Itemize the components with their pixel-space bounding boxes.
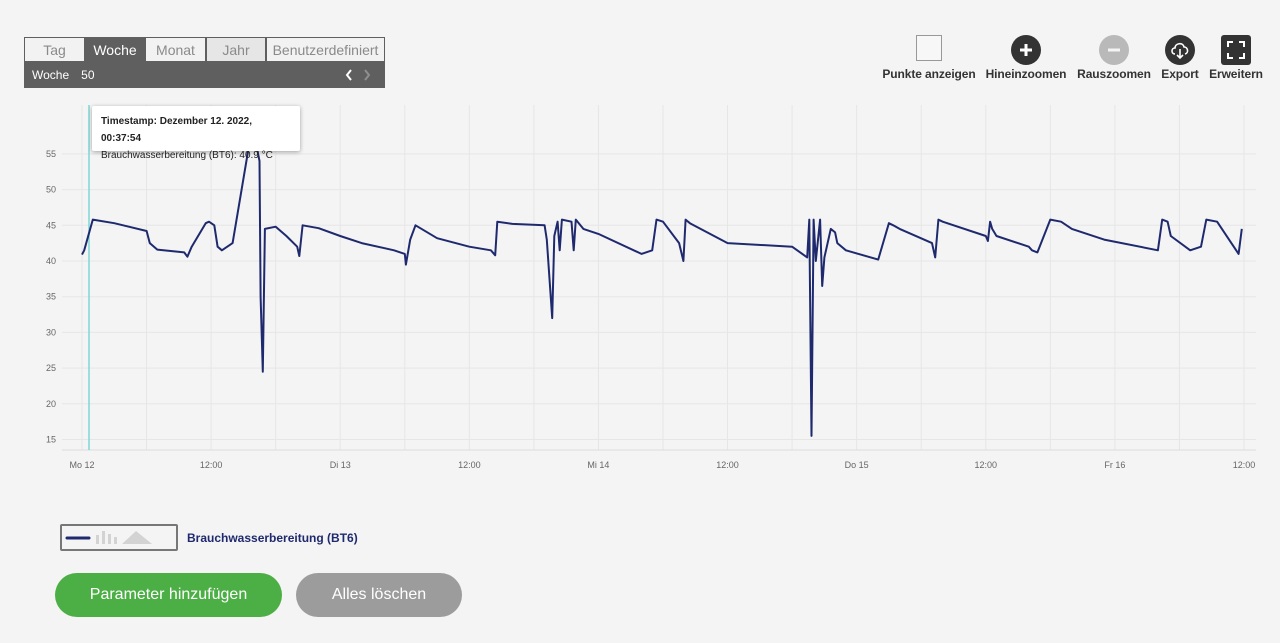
tab-woche[interactable]: Woche xyxy=(85,37,145,62)
y-tick-label: 40 xyxy=(46,256,56,266)
chevron-left-icon[interactable] xyxy=(344,65,354,91)
y-tick-label: 45 xyxy=(46,220,56,230)
show-points-checkbox[interactable] xyxy=(916,35,942,61)
y-tick-label: 20 xyxy=(46,399,56,409)
x-tick-label: 12:00 xyxy=(716,460,739,470)
chart-tooltip: Timestamp: Dezember 12. 2022, 00:37:54 B… xyxy=(92,106,300,161)
y-axis: 15 20 25 30 35 40 45 50 55 xyxy=(46,149,56,445)
cloud-download-icon xyxy=(1165,35,1195,65)
week-label: Woche xyxy=(32,68,70,82)
export-label: Export xyxy=(1161,67,1199,81)
expand-button[interactable]: Erweitern xyxy=(1208,35,1264,81)
tab-benutzerdefiniert[interactable]: Benutzerdefiniert xyxy=(266,37,385,62)
x-tick-label: 12:00 xyxy=(458,460,481,470)
y-tick-label: 25 xyxy=(46,363,56,373)
clear-all-button[interactable]: Alles löschen xyxy=(296,573,462,617)
x-tick-label: Mi 14 xyxy=(587,460,609,470)
show-points-label: Punkte anzeigen xyxy=(882,67,976,81)
export-button[interactable]: Export xyxy=(1160,35,1200,81)
series-line-bt6 xyxy=(81,145,1243,437)
tooltip-timestamp: Timestamp: Dezember 12. 2022, 00:37:54 xyxy=(101,116,253,144)
x-tick-label: Do 15 xyxy=(845,460,869,470)
plus-icon xyxy=(1011,35,1041,65)
x-tick-label: 12:00 xyxy=(975,460,998,470)
x-tick-label: Mo 12 xyxy=(69,460,94,470)
x-tick-label: 12:00 xyxy=(1233,460,1256,470)
period-tab-row: Tag Woche Monat Jahr Benutzerdefiniert xyxy=(24,37,385,62)
zoom-out-label: Rauszoomen xyxy=(1077,67,1151,81)
y-tick-label: 35 xyxy=(46,292,56,302)
y-tick-label: 50 xyxy=(46,185,56,195)
tab-tag[interactable]: Tag xyxy=(24,37,85,62)
legend-series-toggle[interactable] xyxy=(60,524,178,551)
expand-label: Erweitern xyxy=(1209,67,1263,81)
minus-icon xyxy=(1099,35,1129,65)
chart-type-icon xyxy=(65,531,152,544)
week-navigator: Woche 50 xyxy=(24,62,385,88)
y-tick-label: 55 xyxy=(46,149,56,159)
x-tick-label: Di 13 xyxy=(330,460,351,470)
fullscreen-icon xyxy=(1221,35,1251,65)
zoom-in-label: Hineinzoomen xyxy=(985,67,1067,81)
legend-label: Brauchwasserbereitung (BT6) xyxy=(187,531,358,545)
week-number: 50 xyxy=(81,68,95,82)
period-selector: Tag Woche Monat Jahr Benutzerdefiniert W… xyxy=(24,37,385,88)
add-parameter-button[interactable]: Parameter hinzufügen xyxy=(55,573,282,617)
x-tick-label: Fr 16 xyxy=(1104,460,1125,470)
show-points-toggle[interactable]: Punkte anzeigen xyxy=(882,35,976,81)
x-axis: Mo 12 12:00 Di 13 12:00 Mi 14 12:00 Do 15 12:00… xyxy=(69,460,1255,470)
zoom-out-button[interactable]: Rauszoomen xyxy=(1077,35,1151,81)
zoom-in-button[interactable]: Hineinzoomen xyxy=(985,35,1067,81)
x-tick-label: 12:00 xyxy=(200,460,223,470)
tooltip-value: Brauchwasserbereitung (BT6): 40.9 °C xyxy=(101,150,273,161)
chevron-right-icon[interactable] xyxy=(362,65,372,91)
tab-monat[interactable]: Monat xyxy=(145,37,206,62)
tab-jahr[interactable]: Jahr xyxy=(206,37,266,62)
y-tick-label: 15 xyxy=(46,435,56,445)
y-tick-label: 30 xyxy=(46,327,56,337)
